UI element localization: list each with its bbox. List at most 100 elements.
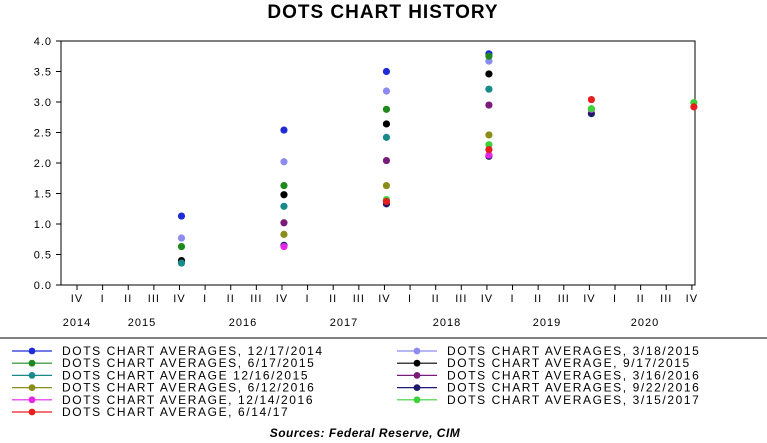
data-point bbox=[382, 133, 391, 141]
source-note: Sources: Federal Reserve, CIM bbox=[270, 426, 461, 440]
data-point bbox=[485, 70, 493, 78]
legend-label: DOTS CHART AVERAGES, 9/22/2016 bbox=[447, 381, 700, 395]
x-quarter-label: I bbox=[613, 293, 617, 305]
legend-swatch-dot bbox=[28, 408, 36, 416]
data-point bbox=[485, 85, 493, 93]
x-quarter-label: II bbox=[534, 293, 542, 305]
data-point bbox=[280, 158, 288, 166]
y-tick-label: 2.5 bbox=[34, 128, 52, 140]
x-axis: IV I II III IV I II III IV I II III IV I II III IV I II III… bbox=[63, 285, 698, 329]
legend-label: DOTS CHART AVERAGES, 3/15/2017 bbox=[447, 393, 700, 407]
legend-item: DOTS CHART AVERAGE 12/16/2015 bbox=[12, 368, 309, 382]
legend-item: DOTS CHART AVERAGES, 6/17/2015 bbox=[12, 356, 315, 370]
x-year-label: 2020 bbox=[631, 317, 659, 329]
data-point bbox=[382, 67, 391, 76]
y-axis: 4.0 3.5 3.0 2.5 2.0 1.5 1.0 0.5 0.0 bbox=[34, 36, 61, 292]
legend-swatch-dot bbox=[28, 359, 36, 367]
y-tick-label: 3.0 bbox=[34, 97, 52, 109]
legend-swatch-dot bbox=[413, 347, 421, 355]
legend-item: DOTS CHART AVERAGES, 3/15/2017 bbox=[397, 393, 700, 407]
x-year-label: 2014 bbox=[63, 317, 91, 329]
y-tick-label: 0.5 bbox=[34, 250, 52, 262]
x-quarter-label: III bbox=[148, 293, 160, 305]
x-quarter-label: II bbox=[432, 293, 440, 305]
x-quarter-label: III bbox=[353, 293, 365, 305]
x-quarter-label: IV bbox=[276, 293, 288, 305]
x-year-label: 2017 bbox=[330, 317, 358, 329]
x-year-label: 2018 bbox=[433, 317, 461, 329]
x-quarter-label: II bbox=[637, 293, 645, 305]
legend-label: DOTS CHART AVERAGES, 3/18/2015 bbox=[447, 344, 700, 358]
plot-frame bbox=[60, 40, 696, 286]
x-quarter-label: IV bbox=[71, 293, 83, 305]
data-point bbox=[280, 242, 288, 251]
data-point bbox=[485, 131, 493, 139]
data-point bbox=[382, 87, 391, 95]
legend-label: DOTS CHART AVERAGES, 12/17/2014 bbox=[62, 344, 324, 358]
data-point bbox=[485, 52, 493, 60]
data-point bbox=[177, 234, 186, 242]
x-quarter-label: IV bbox=[686, 293, 698, 305]
y-tick-label: 0.0 bbox=[34, 280, 52, 292]
x-quarter-label: III bbox=[455, 293, 467, 305]
x-quarter-label: I bbox=[408, 293, 412, 305]
chart-title: DOTS CHART HISTORY bbox=[267, 2, 498, 23]
legend-swatch-dot bbox=[28, 396, 36, 404]
legend-item: DOTS CHART AVERAGE, 12/14/2016 bbox=[12, 393, 312, 407]
legend: DOTS CHART AVERAGES, 12/17/2014 DOTS CHAR… bbox=[12, 344, 700, 419]
y-tick-label: 2.0 bbox=[34, 158, 52, 170]
legend-swatch-dot bbox=[413, 396, 421, 404]
y-tick-label: 4.0 bbox=[34, 36, 52, 48]
data-point bbox=[485, 151, 493, 159]
data-point bbox=[382, 181, 391, 190]
legend-label: DOTS CHART AVERAGES, 6/12/2016 bbox=[62, 381, 315, 395]
data-point bbox=[587, 95, 596, 104]
legend-item: DOTS CHART AVERAGES, 12/17/2014 bbox=[12, 344, 324, 358]
legend-item: DOTS CHART AVERAGE, 9/17/2015 bbox=[397, 356, 691, 370]
x-year-label: 2015 bbox=[128, 317, 156, 329]
y-tick-label: 1.5 bbox=[34, 189, 52, 201]
data-point bbox=[280, 230, 288, 238]
data-point bbox=[177, 212, 186, 220]
x-quarter-label: I bbox=[306, 293, 310, 305]
data-points bbox=[177, 50, 698, 267]
data-point bbox=[382, 120, 391, 128]
data-point bbox=[177, 242, 186, 251]
x-quarter-label: II bbox=[124, 293, 132, 305]
legend-swatch-dot bbox=[28, 347, 36, 355]
legend-swatch-dot bbox=[413, 372, 421, 379]
legend-swatch-dot bbox=[28, 384, 36, 391]
legend-label: DOTS CHART AVERAGES, 3/16/2016 bbox=[447, 368, 700, 382]
x-quarter-label: I bbox=[101, 293, 105, 305]
data-point bbox=[382, 156, 391, 165]
data-point bbox=[587, 105, 596, 113]
data-point bbox=[177, 259, 186, 267]
data-point bbox=[382, 105, 391, 113]
x-quarter-label: II bbox=[227, 293, 235, 305]
legend-label: DOTS CHART AVERAGE, 6/14/17 bbox=[62, 405, 289, 419]
x-quarter-label: II bbox=[329, 293, 337, 305]
legend-label: DOTS CHART AVERAGE, 9/17/2015 bbox=[447, 356, 691, 370]
legend-swatch-dot bbox=[28, 372, 36, 379]
y-tick-label: 3.5 bbox=[34, 67, 52, 79]
data-point bbox=[690, 103, 698, 111]
data-point bbox=[280, 191, 288, 199]
legend-item: DOTS CHART AVERAGES, 9/22/2016 bbox=[397, 381, 700, 395]
legend-label: DOTS CHART AVERAGES, 6/17/2015 bbox=[62, 356, 315, 370]
x-quarter-label: III bbox=[250, 293, 262, 305]
legend-swatch-dot bbox=[413, 359, 421, 367]
legend-label: DOTS CHART AVERAGE 12/16/2015 bbox=[62, 368, 309, 382]
legend-item: DOTS CHART AVERAGES, 3/16/2016 bbox=[397, 368, 700, 382]
x-quarter-label: IV bbox=[481, 293, 493, 305]
x-year-label: 2016 bbox=[229, 317, 257, 329]
legend-item: DOTS CHART AVERAGES, 3/18/2015 bbox=[397, 344, 700, 358]
x-quarter-label: I bbox=[511, 293, 515, 305]
legend-item: DOTS CHART AVERAGE, 6/14/17 bbox=[12, 405, 289, 419]
data-point bbox=[280, 181, 288, 190]
x-quarter-label: III bbox=[558, 293, 570, 305]
x-quarter-label: I bbox=[203, 293, 207, 305]
x-quarter-label: III bbox=[660, 293, 672, 305]
data-point bbox=[382, 197, 391, 206]
